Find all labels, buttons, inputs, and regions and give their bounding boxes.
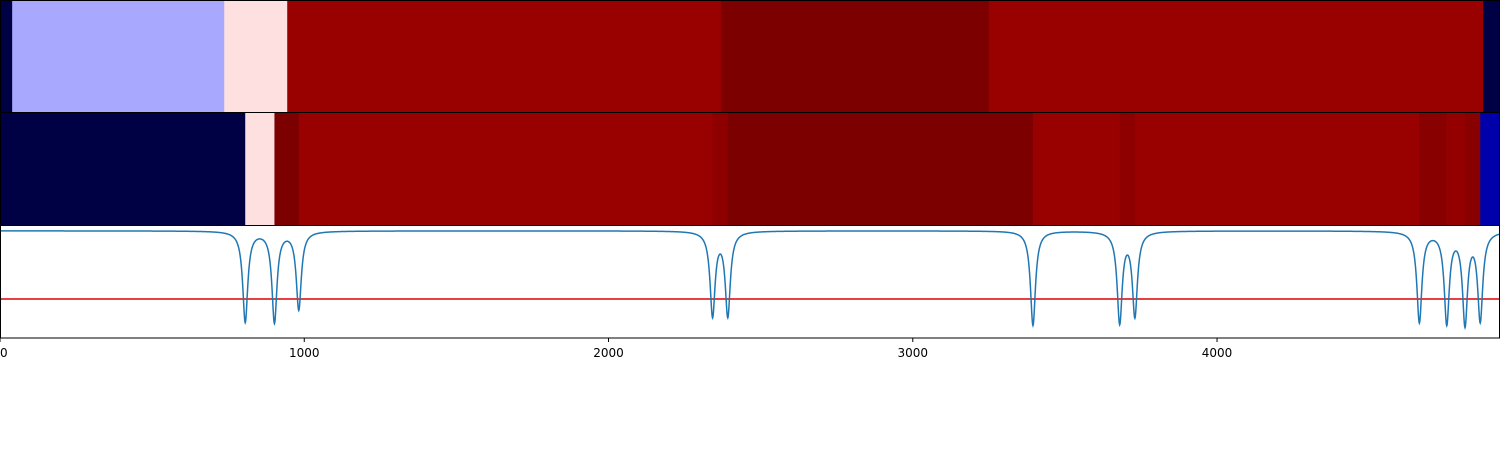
- row-0-segment-2: [224, 0, 288, 112]
- row-1-segment-12: [1480, 113, 1500, 226]
- x-tick-label-2: 2000: [593, 346, 624, 360]
- row-1-segment-10: [1446, 113, 1466, 226]
- line-panel: [0, 226, 1500, 338]
- x-axis: 0 1000 2000 3000 4000: [0, 338, 1232, 360]
- row-1-segment-8: [1134, 113, 1420, 226]
- row-1-segment-2: [274, 113, 300, 226]
- row-1-segment-3: [298, 113, 714, 226]
- row-1-segment-5: [727, 113, 1034, 226]
- series-line: [0, 230, 1500, 331]
- row-0-segment-0: [0, 0, 13, 112]
- row-1-segment-4: [712, 113, 729, 226]
- row-0-segment-3: [287, 0, 722, 112]
- heatmap-row-middle: [0, 113, 1500, 226]
- heatmap-row-top: [0, 0, 1500, 112]
- row-1-segment-0: [0, 113, 246, 226]
- row-0-segment-6: [1483, 0, 1500, 112]
- x-tick-label-0: 0: [0, 346, 8, 360]
- row-1-segment-11: [1465, 113, 1481, 226]
- x-tick-label-3: 3000: [898, 346, 929, 360]
- row-1-segment-6: [1032, 113, 1121, 226]
- row-0-segment-5: [988, 0, 1484, 112]
- row-0-segment-1: [12, 0, 225, 112]
- x-tick-label-4: 4000: [1202, 346, 1233, 360]
- x-tick-label-1: 1000: [289, 346, 320, 360]
- row-1-segment-9: [1419, 113, 1448, 226]
- line-panel-background: [0, 226, 1500, 338]
- row-1-segment-7: [1119, 113, 1136, 226]
- row-1-segment-1: [245, 113, 275, 226]
- row-0-segment-4: [721, 0, 990, 112]
